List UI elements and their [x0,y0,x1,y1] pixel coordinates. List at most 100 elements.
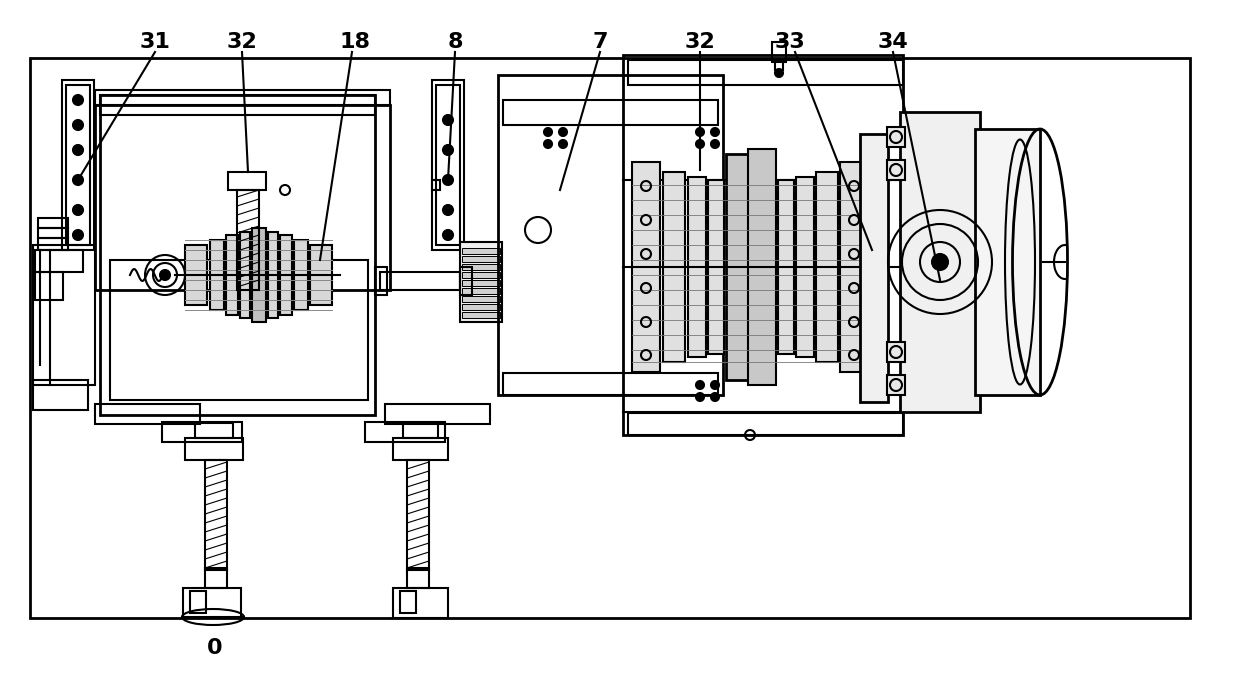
Circle shape [711,381,719,389]
Bar [280,235,291,315]
Bar [775,60,782,70]
Circle shape [160,270,170,280]
Bar [816,172,838,362]
Bar [185,438,243,460]
Bar [460,242,502,322]
Bar [463,272,500,278]
Bar [887,160,905,180]
Circle shape [711,128,719,136]
Bar [627,413,903,435]
Circle shape [775,69,782,77]
Bar [436,85,460,245]
Bar [374,267,387,295]
Bar [725,154,751,380]
Text: 31: 31 [140,32,170,52]
Bar [773,42,786,62]
Bar [407,568,429,588]
Circle shape [443,115,453,125]
Bar [33,380,88,410]
Bar [407,460,429,570]
Circle shape [73,95,83,105]
Bar [393,438,448,460]
Bar [887,342,905,362]
Circle shape [696,140,704,148]
Bar [162,422,242,442]
Bar [463,248,500,254]
Circle shape [711,393,719,401]
Bar [38,218,68,228]
Bar [190,591,206,613]
Bar [777,180,794,354]
Bar [463,312,500,318]
Circle shape [443,205,453,215]
Bar [627,60,903,85]
Bar [463,264,500,270]
Circle shape [559,140,567,148]
Bar [294,240,308,310]
Circle shape [73,145,83,155]
Bar [861,134,888,402]
Bar [887,375,905,395]
Bar [498,75,723,395]
Bar [384,404,490,424]
Circle shape [544,140,552,148]
Bar [226,235,238,315]
Bar [310,245,332,305]
Bar [38,228,68,238]
Bar [33,245,95,385]
Bar [432,80,464,250]
Circle shape [443,230,453,240]
Bar [95,90,391,105]
Text: 7: 7 [593,32,608,52]
Bar [95,105,391,290]
Bar [110,260,368,400]
Circle shape [696,128,704,136]
Text: 8: 8 [448,32,463,52]
Circle shape [73,205,83,215]
Circle shape [932,254,949,270]
Circle shape [443,145,453,155]
Circle shape [443,175,453,185]
Bar [35,250,83,272]
Circle shape [73,175,83,185]
Bar [205,460,227,570]
Bar [228,172,267,190]
Bar [66,85,91,245]
Bar [463,288,500,294]
Bar [622,55,903,435]
Bar [95,404,200,424]
Bar [403,423,438,438]
Bar [100,95,374,115]
Bar [463,256,500,262]
Bar [688,177,706,357]
Text: 32: 32 [684,32,715,52]
Text: 33: 33 [775,32,805,52]
Bar [748,149,776,385]
Bar [237,190,259,290]
Bar [503,373,718,395]
Bar [184,588,241,618]
Bar [30,58,1190,618]
Bar [632,162,660,372]
Bar [185,245,207,305]
Text: 34: 34 [878,32,909,52]
Text: 18: 18 [340,32,371,52]
Bar [663,172,684,362]
Bar [503,100,718,125]
Bar [839,162,868,372]
Bar [195,423,233,438]
Bar [205,568,227,588]
Bar [460,267,472,295]
Bar [463,304,500,310]
Bar [796,177,813,357]
Bar [252,228,267,322]
Circle shape [559,128,567,136]
Circle shape [73,120,83,130]
Text: 0: 0 [207,638,223,658]
Bar [365,422,445,442]
Bar [432,180,440,190]
Text: 32: 32 [227,32,258,52]
Circle shape [544,128,552,136]
Bar [463,280,500,286]
Bar [38,238,68,250]
